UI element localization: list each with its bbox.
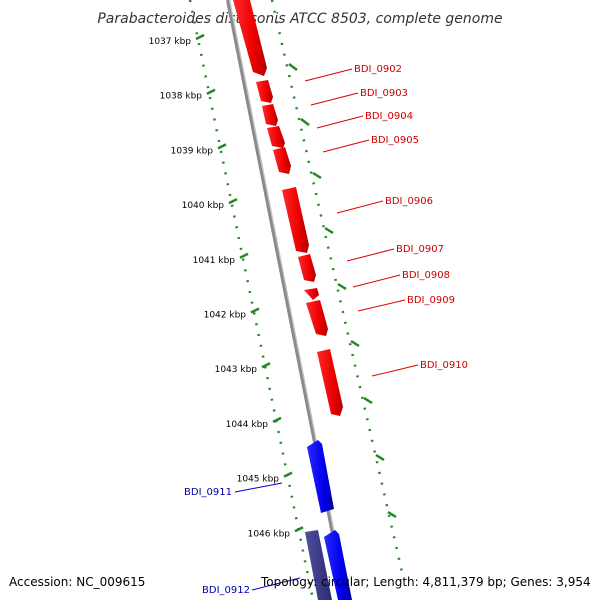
gene-arrow-bdi-0910[interactable] bbox=[317, 349, 343, 416]
gene-arrow-bdi-0905b[interactable] bbox=[273, 147, 291, 174]
gene-label-bdi-0904[interactable]: BDI_0904 bbox=[365, 111, 413, 122]
scale-tick-label: 1041 kbp bbox=[193, 256, 236, 266]
scale-ticks: 1037 kbp 1038 kbp 1039 kbp 1040 kbp 1041 kbp… bbox=[149, 33, 304, 539]
gene-label-bdi-0908[interactable]: BDI_0908 bbox=[402, 270, 450, 281]
scale-tick bbox=[261, 362, 271, 369]
gene-label-bdi-0909[interactable]: BDI_0909 bbox=[407, 295, 455, 306]
accession-text: Accession: NC_009615 bbox=[9, 575, 145, 589]
gene-arrow-bdi-0908[interactable] bbox=[304, 288, 319, 300]
scale-tick-label: 1046 kbp bbox=[248, 529, 291, 539]
scale-tick-label: 1037 kbp bbox=[149, 37, 192, 47]
scale-tick bbox=[294, 526, 304, 533]
scale-tick bbox=[195, 33, 205, 41]
gene-arrow-bdi-0907[interactable] bbox=[298, 254, 316, 282]
gene-arrow-bdi-0905[interactable] bbox=[267, 126, 285, 148]
gene-arrow-bdi-0902[interactable] bbox=[233, 0, 267, 76]
gene-label-bdi-0905[interactable]: BDI_0905 bbox=[371, 135, 419, 146]
map-title: Parabacteroides distasonis ATCC 8503, co… bbox=[97, 11, 502, 27]
outer-ring-dashes bbox=[288, 63, 397, 519]
scale-tick-label: 1043 kbp bbox=[215, 365, 258, 375]
scale-tick-label: 1044 kbp bbox=[226, 420, 269, 430]
gene-arrow-bdi-0912[interactable] bbox=[324, 530, 352, 600]
outer-ring-dots bbox=[270, 0, 404, 573]
gene-label-bdi-0910[interactable]: BDI_0910 bbox=[420, 360, 468, 371]
scale-tick-label: 1039 kbp bbox=[171, 146, 214, 156]
gene-arrow-bdi-0904[interactable] bbox=[262, 104, 278, 126]
gene-label-bdi-0912[interactable]: BDI_0912 bbox=[202, 585, 250, 596]
gene-leader-lines bbox=[234, 68, 419, 591]
gene-arrow-bdi-0909[interactable] bbox=[306, 300, 328, 336]
gene-label-bdi-0907[interactable]: BDI_0907 bbox=[396, 244, 444, 255]
gene-label-bdi-0902[interactable]: BDI_0902 bbox=[354, 64, 402, 75]
scale-tick bbox=[239, 252, 249, 259]
scale-tick bbox=[206, 88, 216, 95]
gene-label-bdi-0903[interactable]: BDI_0903 bbox=[360, 88, 408, 99]
scale-ring-dots bbox=[188, 0, 315, 600]
scale-tick-label: 1042 kbp bbox=[204, 311, 247, 321]
gene-arrow-bdi-0906[interactable] bbox=[282, 187, 309, 253]
scale-tick bbox=[283, 471, 293, 478]
genome-summary-text: Topology: circular; Length: 4,811,379 bp… bbox=[260, 575, 591, 589]
gene-label-bdi-0906[interactable]: BDI_0906 bbox=[385, 196, 433, 207]
scale-tick-label: 1038 kbp bbox=[160, 92, 203, 102]
scale-tick bbox=[272, 416, 282, 424]
gene-arrow-bdi-0912-navy[interactable] bbox=[305, 530, 332, 600]
gene-label-bdi-0911[interactable]: BDI_0911 bbox=[184, 487, 232, 498]
gene-labels: BDI_0902 BDI_0903 BDI_0904 BDI_0905 BDI_… bbox=[184, 64, 468, 596]
scale-tick-label: 1040 kbp bbox=[182, 201, 225, 211]
scale-tick-label: 1045 kbp bbox=[237, 475, 280, 485]
scale-tick bbox=[228, 197, 238, 205]
gene-arrow-bdi-0903[interactable] bbox=[256, 80, 273, 103]
scale-tick bbox=[250, 307, 260, 314]
scale-tick bbox=[217, 143, 227, 150]
scale-ring: 1037 kbp 1038 kbp 1039 kbp 1040 kbp 1041 kbp… bbox=[149, 0, 315, 600]
gene-arrow-bdi-0911[interactable] bbox=[307, 440, 334, 513]
